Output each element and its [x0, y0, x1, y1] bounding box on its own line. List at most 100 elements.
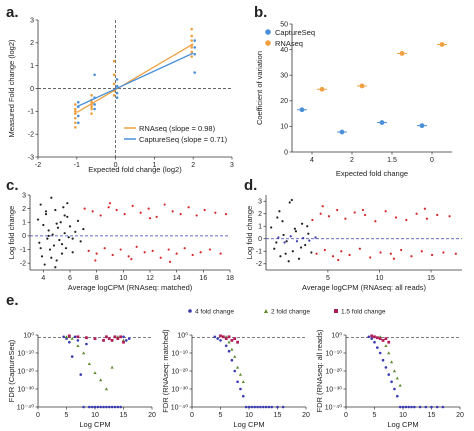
x-tick-label: 15 [120, 412, 128, 419]
x-tick-label: 0 [114, 162, 118, 169]
data-point [415, 212, 418, 215]
data-point [94, 259, 97, 262]
legend-swatch [188, 309, 192, 313]
x-tick-label: 10 [376, 275, 384, 282]
data-point [278, 210, 281, 213]
panel-letter-b: b. [254, 4, 267, 21]
data-point [55, 259, 58, 262]
data-point [399, 51, 405, 56]
x-tick-label: 1.5 [387, 157, 397, 164]
panel-letter-d: d. [244, 177, 257, 194]
data-point [119, 248, 122, 251]
data-point [99, 378, 103, 382]
data-point [64, 247, 68, 250]
data-point [190, 55, 193, 58]
data-point [373, 340, 376, 344]
y-tick-label: 2 [30, 40, 34, 47]
y-tick-label: 0 [22, 233, 26, 240]
data-point [112, 59, 116, 63]
y-axis-title: FDR (RNAseq: all reads) [315, 329, 324, 412]
legend-swatch [265, 29, 271, 35]
x-tick-label: 5 [326, 275, 330, 282]
data-point [93, 337, 97, 340]
data-point [420, 250, 423, 253]
y-tick-label: -1 [20, 247, 26, 254]
data-point [247, 405, 251, 409]
data-point [44, 212, 48, 216]
y-tick-label: 10⁻⁴⁰ [17, 403, 34, 411]
x-axis-title: Expected fold change [336, 169, 408, 178]
data-point [82, 227, 85, 231]
x-tick-label: 3 [230, 162, 234, 169]
data-point [282, 233, 285, 237]
data-point [123, 212, 126, 216]
data-point [436, 213, 439, 217]
data-point [363, 213, 367, 217]
data-point [47, 234, 50, 238]
data-point [221, 335, 225, 339]
y-tick-label: 10⁻³⁰ [171, 385, 188, 393]
data-point [76, 339, 80, 342]
data-point [358, 247, 361, 250]
data-point [36, 218, 40, 221]
data-point [227, 349, 231, 353]
data-point [115, 208, 118, 212]
data-point [93, 371, 97, 374]
data-point [441, 405, 445, 409]
data-point [96, 405, 100, 409]
y-tick-label: 10⁰ [23, 331, 34, 339]
data-point [59, 221, 62, 224]
data-point [340, 250, 343, 253]
data-point [393, 387, 396, 391]
data-point [384, 366, 388, 369]
data-point [425, 217, 429, 220]
data-point [376, 346, 379, 349]
data-point [230, 358, 234, 362]
data-point [241, 380, 245, 383]
data-point [88, 405, 91, 409]
data-point [230, 339, 234, 342]
data-point [331, 255, 335, 258]
data-point [384, 337, 388, 340]
data-point [66, 215, 69, 218]
legend-entry: RNAseq [275, 39, 303, 48]
data-point [219, 334, 222, 338]
data-point [370, 334, 374, 338]
data-point [95, 252, 98, 255]
data-point [175, 252, 178, 255]
data-point [373, 335, 376, 339]
data-point [314, 236, 317, 239]
data-point [250, 405, 254, 409]
data-point [306, 225, 309, 228]
data-point [336, 208, 339, 212]
data-point [85, 342, 88, 346]
data-point [122, 340, 125, 344]
data-point [261, 405, 265, 409]
data-point [155, 215, 158, 218]
data-point [394, 216, 398, 219]
data-point [413, 405, 416, 409]
data-point [190, 46, 193, 49]
data-point [82, 351, 86, 355]
data-point [187, 206, 190, 209]
x-tick-label: 2 [191, 162, 195, 169]
data-point [224, 344, 228, 348]
y-axis-title: Log fold change [7, 206, 16, 259]
x-tick-label: 16 [199, 275, 207, 282]
legend-swatch [264, 309, 268, 313]
data-point [236, 340, 239, 344]
data-point [375, 336, 379, 340]
panel-letter-c: c. [6, 177, 19, 194]
data-point [85, 336, 88, 340]
data-point [112, 73, 116, 77]
x-tick-label: 0 [190, 412, 194, 419]
data-point [102, 339, 105, 342]
data-point [319, 86, 325, 92]
data-point [327, 215, 331, 218]
data-point [67, 334, 71, 338]
y-tick-label: 0 [284, 149, 288, 156]
y-tick-label: -1 [256, 249, 262, 256]
x-tick-label: 14 [173, 275, 181, 282]
